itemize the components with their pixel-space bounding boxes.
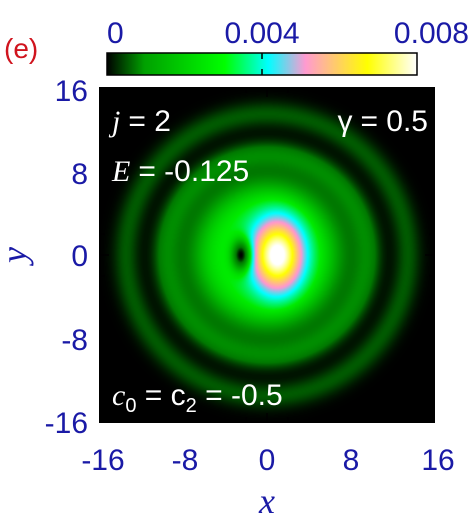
coupling-annotation: c0 = c2 = -0.5 — [112, 379, 283, 417]
panel-label: (e) — [4, 33, 38, 64]
y-tick-label: 8 — [71, 158, 88, 191]
y-tick-label: -16 — [45, 407, 88, 440]
x-tick-label: 16 — [421, 444, 454, 477]
colorbar-tick-1: 0.004 — [224, 17, 299, 50]
y-tick-label: -8 — [61, 324, 88, 357]
y-tick-label: 16 — [55, 75, 88, 108]
colorbar-tick-2: 0.008 — [394, 17, 469, 50]
colorbar: 0 0.004 0.008 — [106, 17, 469, 76]
energy-annotation: E = -0.125 — [111, 155, 249, 188]
annotations: j = 2 γ = 0.5 E = -0.125 c0 = c2 = -0.5 — [108, 105, 428, 417]
heatmap-area — [100, 88, 434, 422]
x-axis-title: x — [258, 481, 275, 521]
x-tick-label: -8 — [172, 444, 199, 477]
y-tick-label: 0 — [71, 240, 88, 273]
x-tick-label: 8 — [343, 444, 360, 477]
x-tick-label: 0 — [259, 444, 276, 477]
x-tick-labels: -16 -8 0 8 16 — [81, 444, 454, 477]
x-tick-label: -16 — [81, 444, 124, 477]
colorbar-tick-0: 0 — [107, 17, 124, 50]
heatmap-canvas — [100, 88, 434, 422]
gamma-annotation: γ = 0.5 — [337, 105, 428, 138]
y-axis-title: y — [0, 247, 34, 266]
j-annotation: j = 2 — [108, 105, 171, 138]
y-tick-labels: 16 8 0 -8 -16 — [45, 75, 88, 440]
axis-ticks — [99, 87, 435, 423]
